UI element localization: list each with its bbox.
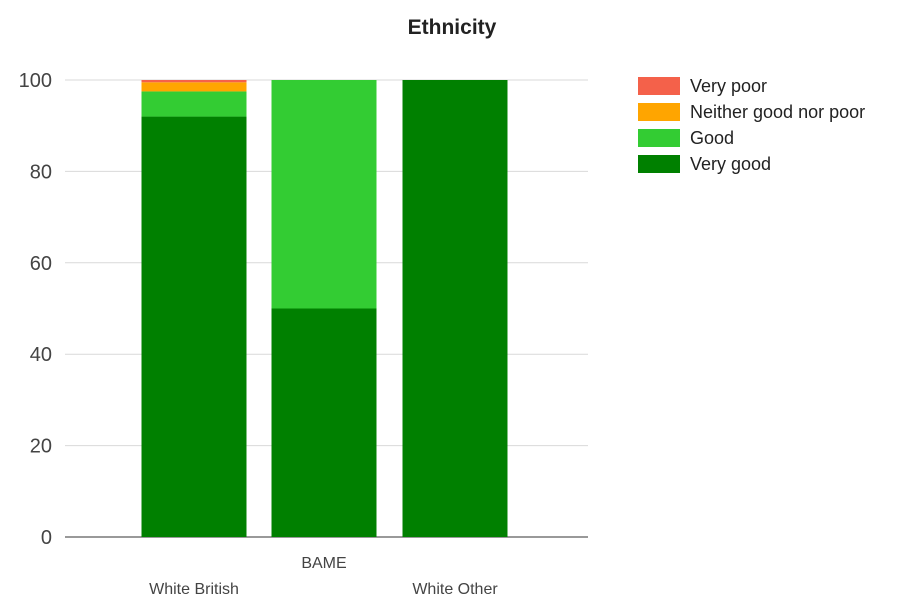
x-axis-ticks: White British BAME White Other — [149, 555, 498, 598]
legend-swatch — [638, 77, 680, 95]
chart-title: Ethnicity — [408, 16, 497, 39]
bar-segment — [141, 91, 247, 117]
legend-label: Very good — [690, 154, 771, 174]
legend-swatch — [638, 129, 680, 147]
y-tick-label: 40 — [30, 344, 52, 366]
bars — [141, 80, 508, 537]
bar-segment — [271, 308, 377, 537]
x-tick-label: White British — [149, 581, 239, 598]
y-tick-label: 20 — [30, 436, 52, 458]
legend: Very poor Neither good nor poor Good Very g… — [638, 76, 865, 174]
legend-swatch — [638, 155, 680, 173]
x-tick-label: BAME — [301, 555, 346, 572]
y-tick-label: 60 — [30, 253, 52, 275]
legend-label: Very poor — [690, 76, 767, 96]
y-axis-ticks: 0 20 40 60 80 100 — [19, 70, 52, 549]
bar-segment — [141, 82, 247, 92]
bar-segment — [141, 116, 247, 537]
legend-label: Good — [690, 128, 734, 148]
y-tick-label: 100 — [19, 70, 52, 92]
bar-segment — [271, 80, 377, 309]
legend-swatch — [638, 103, 680, 121]
bar-segment — [141, 80, 247, 83]
y-tick-label: 80 — [30, 161, 52, 183]
legend-label: Neither good nor poor — [690, 102, 865, 122]
x-tick-label: White Other — [412, 581, 498, 598]
bar-segment — [402, 80, 508, 537]
y-tick-label: 0 — [41, 527, 52, 549]
